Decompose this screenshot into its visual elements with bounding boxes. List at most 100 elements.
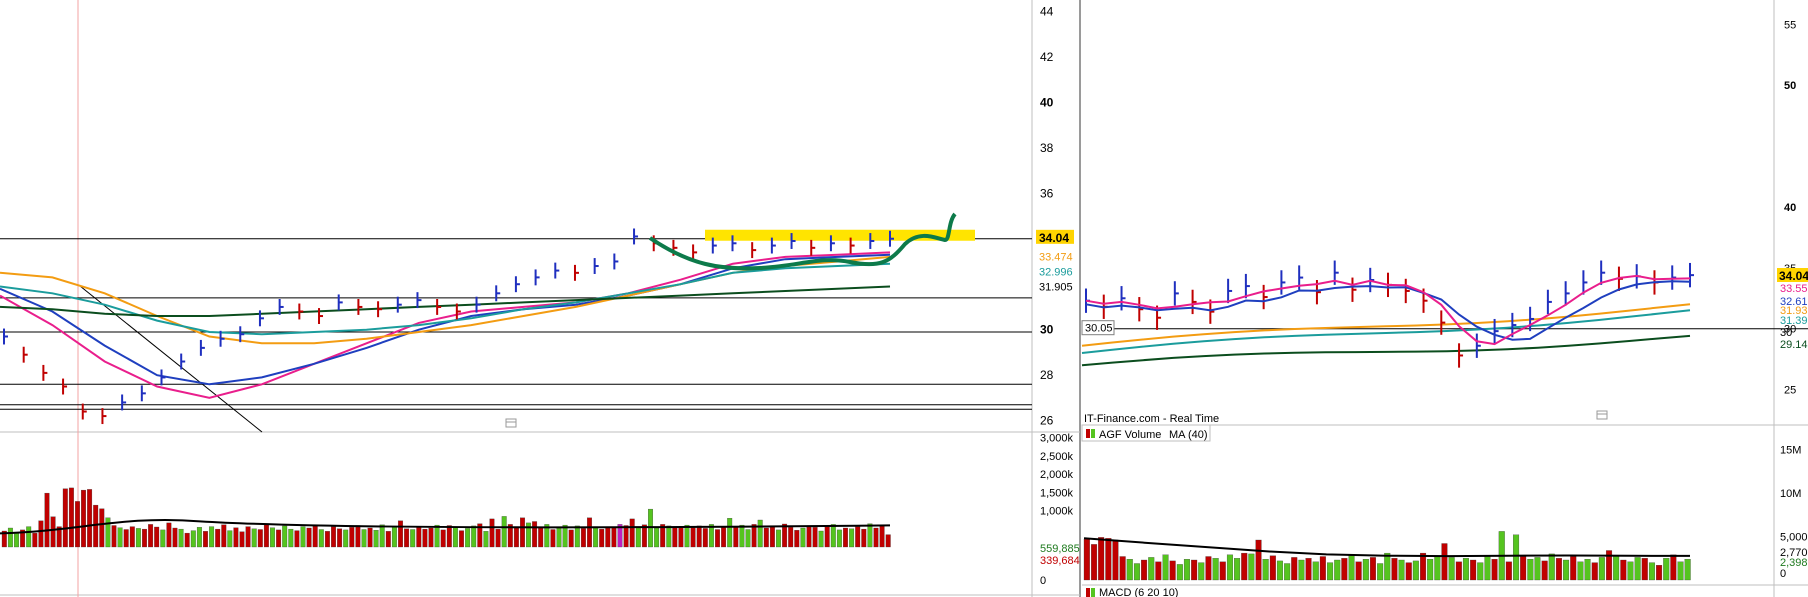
volume-bar	[1341, 558, 1348, 581]
volume-bar	[196, 527, 202, 548]
macd-legend-swatch-green	[1091, 588, 1095, 597]
volume-bar	[873, 527, 879, 548]
volume-bar	[568, 529, 574, 548]
volume-bar	[1462, 558, 1469, 581]
volume-bar	[1448, 557, 1455, 581]
volume-bar	[459, 530, 464, 548]
volume-bar	[532, 521, 538, 548]
macd-label: MACD (6 20 10)	[1099, 587, 1178, 597]
volume-bar	[751, 524, 757, 548]
volume-bar	[690, 527, 696, 548]
volume-bar	[763, 527, 769, 548]
volume-bar	[331, 526, 336, 548]
volume-bar	[629, 518, 635, 548]
moving-average-line	[0, 262, 891, 336]
volume-bar	[300, 526, 306, 548]
y-tick-label: 15M	[1780, 445, 1801, 457]
volume-bar	[611, 527, 617, 548]
volume-bar	[1470, 559, 1477, 581]
volume-bar	[1112, 539, 1119, 581]
volume-bar	[227, 530, 233, 548]
y-tick-label: 55	[1784, 19, 1796, 31]
volume-bar	[556, 527, 562, 548]
volume-bar	[105, 517, 111, 548]
volume-header: AGF Volume MA (40)	[1081, 424, 1211, 442]
price-axis-label: 33.474	[1039, 252, 1073, 264]
volume-bar	[391, 526, 397, 548]
volume-bar	[526, 522, 531, 548]
volume-bar	[263, 524, 269, 548]
volume-bar	[1477, 562, 1484, 581]
volume-bar	[99, 508, 105, 548]
volume-bar	[190, 530, 196, 548]
volume-bar	[239, 531, 245, 548]
volume-bar	[1183, 559, 1190, 581]
moving-average-line	[1081, 303, 1691, 347]
volume-bar	[50, 516, 56, 548]
left-panel-frame	[0, 0, 1032, 597]
volume-bar	[93, 504, 99, 548]
volume-bar	[1534, 557, 1541, 581]
volume-bar	[1091, 544, 1098, 581]
volume-bar	[806, 526, 812, 548]
volume-bar	[1305, 558, 1312, 581]
volume-bar	[520, 517, 525, 548]
volume-bar	[1241, 552, 1248, 581]
volume-bar	[721, 526, 727, 548]
volume-bar	[1391, 558, 1398, 581]
volume-bar	[14, 531, 19, 548]
volume-bar	[318, 529, 324, 548]
volume-bar	[1255, 539, 1262, 581]
volume-bar	[1319, 556, 1326, 581]
y-tick-label: 40	[1784, 202, 1796, 214]
volume-bar	[800, 527, 806, 548]
volume-bar	[587, 517, 592, 548]
y-tick-label: 1,500k	[1040, 487, 1074, 499]
volume-bar	[1148, 557, 1155, 581]
volume-bar	[184, 532, 190, 548]
moving-average-line	[1081, 334, 1691, 367]
volume-bar	[1670, 554, 1677, 581]
volume-bar	[861, 528, 867, 548]
volume-bar	[1, 530, 7, 548]
last-price-box	[1777, 268, 1808, 282]
moving-average-line	[0, 285, 891, 317]
volume-bar	[349, 527, 355, 548]
volume-bar	[776, 529, 781, 548]
volume-bar	[1656, 565, 1663, 581]
volume-legend-swatch-red	[1086, 429, 1090, 438]
volume-bar	[135, 528, 141, 548]
moving-average-line	[1085, 274, 1691, 346]
volume-bar	[1262, 559, 1269, 581]
volume-bar	[434, 524, 440, 548]
volume-bar	[843, 527, 848, 548]
volume-bar	[1355, 561, 1362, 581]
volume-bar	[1155, 561, 1162, 581]
volume-bar	[471, 525, 477, 548]
volume-bar	[1627, 561, 1634, 581]
template-icon-left	[505, 418, 517, 428]
moving-average-line	[0, 251, 891, 399]
volume-bar	[769, 526, 775, 548]
volume-bar	[245, 526, 251, 548]
volume-bar	[635, 526, 641, 548]
volume-bar	[708, 524, 714, 548]
volume-bar	[1420, 552, 1427, 581]
volume-bar	[1083, 539, 1090, 581]
volume-bar	[1226, 554, 1233, 581]
volume-bar	[1427, 559, 1434, 581]
volume-bar	[1291, 557, 1298, 581]
volume-bar	[117, 527, 123, 548]
volume-bar	[404, 528, 410, 548]
volume-bar	[1613, 555, 1620, 581]
volume-bar	[836, 529, 842, 548]
volume-bar	[1334, 559, 1341, 581]
volume-bar	[1641, 558, 1648, 581]
volume-bar	[1269, 555, 1276, 581]
y-tick-label: 40	[1040, 95, 1054, 109]
volume-bar	[123, 529, 129, 548]
volume-bar	[160, 529, 166, 548]
y-tick-label: 5,000k	[1780, 532, 1808, 544]
volume-bar	[1198, 562, 1205, 581]
